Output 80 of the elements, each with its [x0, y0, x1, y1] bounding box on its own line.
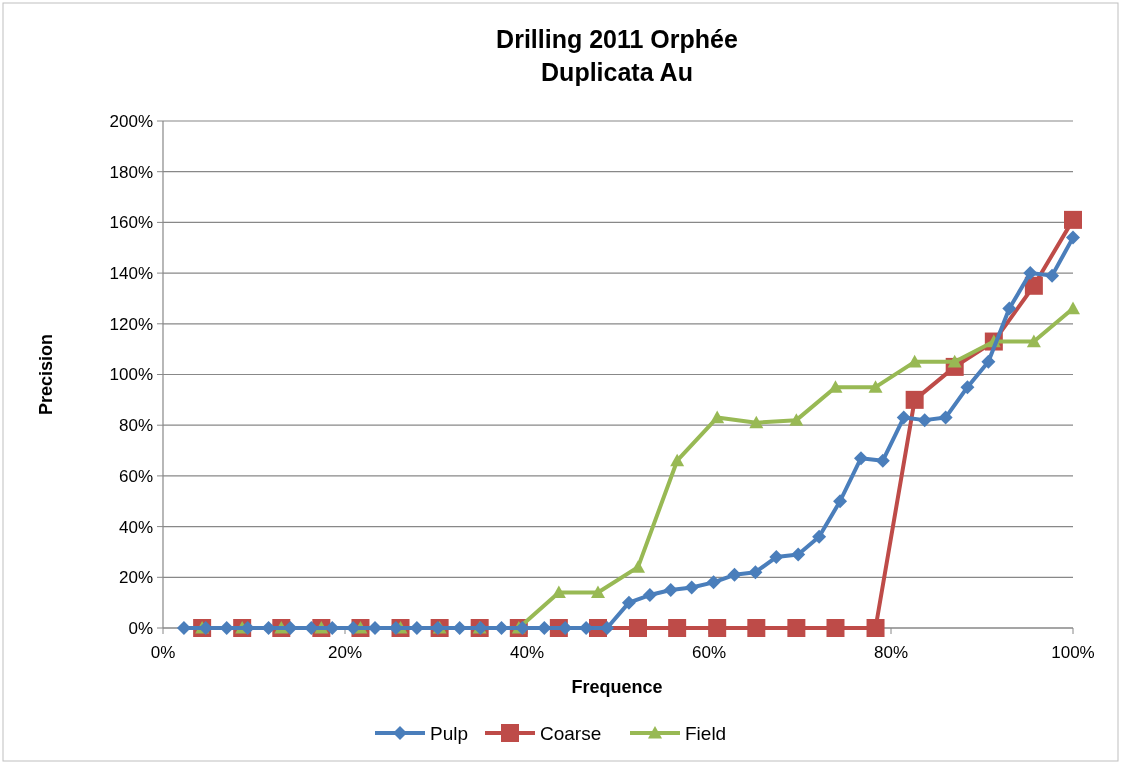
point — [668, 619, 687, 637]
point — [1066, 230, 1080, 245]
point — [1064, 210, 1082, 229]
point — [812, 529, 827, 544]
chart-subtitle: Duplicata Au — [541, 58, 693, 86]
y-tick-label: 80% — [118, 416, 153, 436]
point — [905, 390, 924, 409]
point — [868, 380, 883, 393]
point — [789, 413, 804, 426]
x-axis-title: Frequence — [571, 677, 663, 697]
point — [631, 560, 646, 573]
legend-label: Field — [685, 722, 727, 744]
y-tick-label: 20% — [118, 568, 153, 588]
point — [907, 354, 922, 368]
point — [684, 580, 699, 595]
point — [642, 588, 657, 603]
point — [537, 621, 552, 635]
point — [663, 582, 678, 597]
point — [600, 621, 615, 635]
y-tick-label: 100% — [109, 365, 153, 385]
y-tick-label: 200% — [109, 111, 153, 131]
y-tick-label: 0% — [128, 618, 153, 638]
point — [551, 585, 566, 599]
point — [747, 619, 766, 637]
y-tick-label: 140% — [109, 264, 153, 284]
point — [706, 575, 721, 590]
y-tick-label: 120% — [109, 314, 153, 334]
point — [1066, 301, 1080, 315]
point — [791, 547, 806, 562]
x-tick-label: 80% — [873, 643, 909, 662]
point — [219, 621, 234, 635]
point — [727, 567, 742, 582]
point — [749, 415, 764, 429]
point — [710, 410, 725, 424]
point — [748, 565, 763, 580]
point — [283, 621, 298, 635]
x-tick-label: 40% — [509, 643, 545, 662]
point — [826, 619, 845, 637]
point — [494, 621, 509, 635]
point — [769, 550, 784, 565]
point — [981, 354, 996, 369]
x-tick-label: 100% — [1051, 643, 1095, 662]
point — [515, 621, 530, 635]
point — [240, 621, 255, 635]
point — [176, 621, 191, 635]
legend-label: Pulp — [430, 722, 469, 744]
point — [1026, 334, 1041, 348]
y-tick-label: 180% — [109, 162, 153, 182]
point — [261, 621, 276, 635]
point — [670, 453, 685, 467]
point — [708, 619, 727, 637]
point — [1045, 268, 1060, 283]
legend-label: Coarse — [540, 722, 602, 744]
point — [875, 453, 890, 468]
point — [853, 451, 868, 466]
point — [828, 380, 843, 393]
x-tick-label: 20% — [327, 643, 363, 662]
point — [1002, 301, 1017, 316]
point — [947, 354, 962, 368]
point — [866, 619, 885, 637]
point — [960, 380, 975, 395]
point — [938, 410, 953, 425]
y-tick-label: 40% — [118, 517, 153, 537]
point — [629, 619, 648, 637]
point — [1023, 266, 1038, 281]
y-tick-label: 160% — [109, 213, 153, 233]
x-tick-label: 60% — [691, 643, 727, 662]
point — [590, 585, 605, 599]
point — [1024, 276, 1043, 295]
point — [304, 621, 319, 635]
point — [917, 413, 932, 428]
point — [833, 494, 848, 509]
point — [452, 621, 467, 635]
chart-title: Drilling 2011 Orphée — [496, 25, 738, 53]
point — [896, 410, 911, 425]
point — [621, 595, 636, 610]
y-axis-title: Precision — [36, 333, 56, 416]
y-tick-label: 60% — [118, 466, 153, 486]
point — [787, 619, 806, 637]
x-tick-label: 0% — [150, 643, 176, 662]
